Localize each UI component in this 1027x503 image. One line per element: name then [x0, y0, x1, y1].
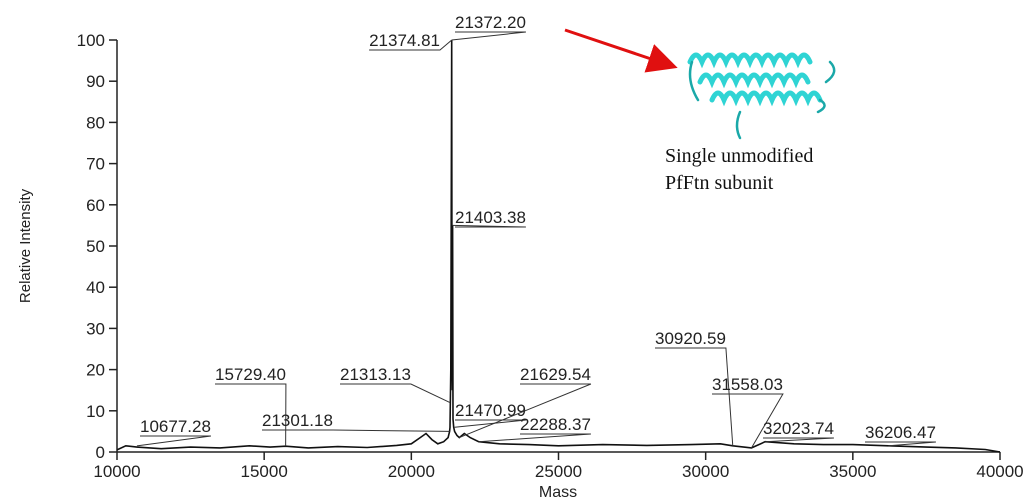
peak-label: 30920.59	[655, 329, 726, 348]
x-tick-label: 40000	[976, 462, 1023, 481]
peak-label: 21629.54	[520, 365, 591, 384]
y-axis-title: Relative Intensity	[17, 188, 34, 303]
y-tick-label: 80	[86, 113, 105, 132]
spectrum-line	[117, 40, 1000, 452]
x-tick-label: 30000	[682, 462, 729, 481]
x-tick-label: 20000	[388, 462, 435, 481]
peak-leader	[479, 434, 591, 442]
inset-caption: PfFtn subunit	[665, 172, 774, 194]
peak-label: 15729.40	[215, 365, 286, 384]
peak-label: 21301.18	[262, 411, 333, 430]
red-arrow	[565, 30, 672, 66]
x-axis-title: Mass	[539, 484, 577, 501]
peak-label: 21470.99	[455, 401, 526, 420]
protein-structure	[690, 55, 834, 138]
peak-leader	[262, 430, 450, 431]
y-tick-label: 70	[86, 155, 105, 174]
y-tick-label: 100	[77, 31, 105, 50]
x-tick-label: 10000	[93, 462, 140, 481]
y-tick-label: 10	[86, 402, 105, 421]
page: {"chart_data": { "type": "line", "x_labe…	[0, 0, 1027, 503]
peak-label: 21313.13	[340, 365, 411, 384]
y-tick-label: 90	[86, 72, 105, 91]
peak-label: 36206.47	[865, 423, 936, 442]
peak-leader	[340, 384, 450, 403]
peak-leader	[137, 436, 211, 446]
y-tick-label: 0	[96, 443, 105, 462]
peak-label: 21374.81	[369, 31, 440, 50]
peak-label: 21372.20	[455, 13, 526, 32]
chart: Relative Intensity Mass Single unmodifie…	[0, 0, 1027, 503]
x-tick-label: 15000	[241, 462, 288, 481]
peak-leader	[452, 32, 526, 40]
y-tick-label: 60	[86, 196, 105, 215]
y-tick-label: 40	[86, 278, 105, 297]
peak-leader	[655, 348, 733, 446]
y-tick-label: 20	[86, 361, 105, 380]
peak-label: 32023.74	[763, 419, 834, 438]
peak-label: 22288.37	[520, 415, 591, 434]
peak-leader	[763, 438, 834, 442]
peak-label: 21403.38	[455, 208, 526, 227]
inset-caption: Single unmodified	[665, 145, 813, 167]
y-tick-label: 50	[86, 237, 105, 256]
y-tick-label: 30	[86, 319, 105, 338]
peak-label: 31558.03	[712, 375, 783, 394]
x-tick-label: 25000	[535, 462, 582, 481]
x-tick-label: 35000	[829, 462, 876, 481]
peak-leader	[455, 420, 526, 427]
peak-label: 10677.28	[140, 417, 211, 436]
